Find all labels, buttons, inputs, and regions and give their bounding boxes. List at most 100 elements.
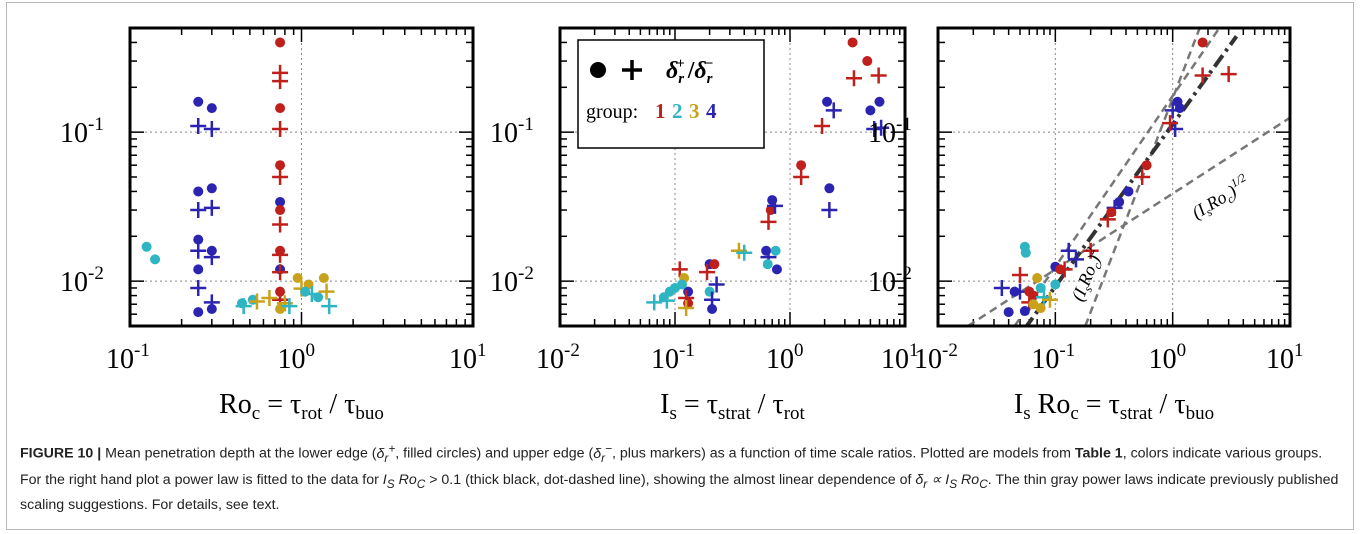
legend-group-4: 4 bbox=[706, 99, 717, 123]
data-point-circle bbox=[874, 96, 885, 107]
y-tick-label: 10-2 bbox=[60, 263, 104, 298]
data-point-plus bbox=[1162, 115, 1179, 132]
data-point-plus bbox=[821, 202, 838, 219]
data-point-circle bbox=[193, 186, 204, 197]
x-tick-label: 100 bbox=[278, 340, 316, 375]
data-point-plus bbox=[190, 117, 207, 134]
data-point-plus bbox=[708, 276, 725, 293]
caption-text-1: Mean penetration depth at the lower edge… bbox=[101, 445, 377, 462]
y-tick-label: 10-2 bbox=[868, 263, 912, 298]
caption-delta-plus: δ bbox=[376, 445, 385, 462]
caption-text-5: > 0.1 (thick black, dot-dashed line), sh… bbox=[425, 471, 916, 488]
caption-prop-sub3: C bbox=[979, 476, 988, 491]
caption-cond-i: I bbox=[382, 471, 387, 488]
figure-frame bbox=[6, 2, 1354, 530]
y-tick-label: 10-1 bbox=[60, 114, 104, 149]
caption-table-link[interactable]: Table 1 bbox=[1074, 445, 1123, 462]
caption-prop-sub: r bbox=[923, 476, 928, 491]
data-point-plus bbox=[845, 70, 862, 87]
data-point-plus bbox=[281, 298, 298, 315]
x-axis-label: Is Roc = τstrat / τbuo bbox=[1014, 389, 1214, 424]
caption-cond-ro: Ro bbox=[394, 471, 417, 488]
caption-cond-sub: S bbox=[386, 476, 395, 491]
panel-roc: 10-1 100 101 10-2 10-1 Roc = τrot / τbuo bbox=[60, 26, 487, 424]
x-tick-label: 10-2 bbox=[914, 340, 958, 375]
data-point-circle bbox=[275, 286, 286, 297]
y-tick-label: 10-1 bbox=[868, 114, 912, 149]
caption-prop-is: ∝ I bbox=[927, 471, 950, 488]
data-point-circle bbox=[847, 37, 858, 48]
data-point-circle bbox=[275, 37, 286, 48]
y-tick-label: 10-2 bbox=[490, 263, 534, 298]
data-point-circle bbox=[318, 272, 329, 283]
reference-line-label: (IsRoc)2 bbox=[1065, 245, 1109, 305]
data-point-circle bbox=[313, 292, 324, 303]
plot-frame bbox=[936, 26, 1292, 328]
data-point-plus bbox=[190, 202, 207, 219]
reference-line-label: (IsRoc)1/2 bbox=[1187, 170, 1255, 225]
caption-sup-plus: + bbox=[388, 441, 396, 455]
data-point-circle bbox=[150, 254, 161, 265]
x-tick-label: 101 bbox=[881, 340, 919, 375]
data-point-plus bbox=[1164, 102, 1181, 119]
data-point-plus bbox=[272, 120, 289, 137]
data-point-circle bbox=[193, 264, 204, 275]
caption-text-3: , plus markers) as a function of time sc… bbox=[611, 445, 1075, 462]
data-point-circle bbox=[1050, 279, 1061, 290]
x-tick-label: 10-1 bbox=[651, 340, 695, 375]
data-point-circle bbox=[275, 103, 286, 114]
data-point-plus bbox=[1134, 169, 1151, 185]
data-point-plus bbox=[873, 119, 890, 136]
x-tick-label: 101 bbox=[1266, 340, 1304, 375]
data-point-plus bbox=[793, 169, 810, 185]
data-point-circle bbox=[1028, 290, 1039, 301]
data-point-circle bbox=[865, 105, 876, 116]
legend-box bbox=[577, 39, 765, 149]
data-point-circle bbox=[275, 196, 286, 207]
data-point-circle bbox=[1141, 160, 1152, 171]
data-point-plus bbox=[203, 120, 220, 137]
legend-title: δr+/δr− bbox=[666, 56, 714, 87]
reference-power-law-line bbox=[1013, 28, 1221, 326]
caption-text-2: , filled circles) and upper edge ( bbox=[395, 445, 594, 462]
data-point-circle bbox=[707, 304, 718, 315]
data-point-plus bbox=[646, 294, 663, 311]
data-point-plus bbox=[272, 264, 289, 281]
data-point-plus bbox=[1194, 67, 1211, 84]
data-point-circle bbox=[275, 205, 286, 216]
caption-figure-label: FIGURE 10 | bbox=[20, 445, 102, 462]
data-point-plus bbox=[678, 300, 695, 317]
data-point-plus bbox=[1056, 261, 1073, 278]
data-points bbox=[646, 37, 890, 317]
caption-prop-delta: δ bbox=[915, 471, 924, 488]
data-point-plus bbox=[671, 261, 688, 278]
data-point-plus bbox=[235, 298, 252, 315]
caption-text-6: . The thin gray power laws indicate prev… bbox=[20, 471, 1339, 514]
data-point-circle bbox=[765, 205, 776, 216]
data-point-circle bbox=[1123, 186, 1134, 197]
data-point-plus bbox=[736, 244, 753, 261]
data-point-plus bbox=[1220, 66, 1237, 83]
data-point-circle bbox=[193, 96, 204, 107]
data-point-plus bbox=[766, 197, 783, 214]
data-point-plus bbox=[825, 102, 842, 119]
data-point-plus bbox=[272, 73, 289, 90]
legend-group-2: 2 bbox=[672, 99, 683, 123]
caption-prop-ro: Ro bbox=[957, 471, 980, 488]
data-point-plus bbox=[190, 279, 207, 296]
data-point-circle bbox=[206, 183, 217, 194]
x-tick-label: 10-1 bbox=[1031, 340, 1075, 375]
data-point-plus bbox=[272, 169, 289, 185]
legend-plus-marker bbox=[622, 60, 642, 80]
caption-sup-minus: − bbox=[605, 441, 612, 455]
data-point-plus bbox=[870, 67, 887, 84]
data-point-circle bbox=[1020, 247, 1031, 258]
figure-caption: FIGURE 10 | Mean penetration depth at th… bbox=[20, 437, 1340, 516]
legend-group-3: 3 bbox=[689, 99, 700, 123]
data-point-circle bbox=[824, 183, 835, 194]
caption-text-4: , colors indicate various groups. For th… bbox=[20, 445, 1323, 488]
data-point-plus bbox=[1041, 291, 1058, 308]
data-point-plus bbox=[318, 283, 335, 300]
data-point-circle bbox=[193, 234, 204, 245]
